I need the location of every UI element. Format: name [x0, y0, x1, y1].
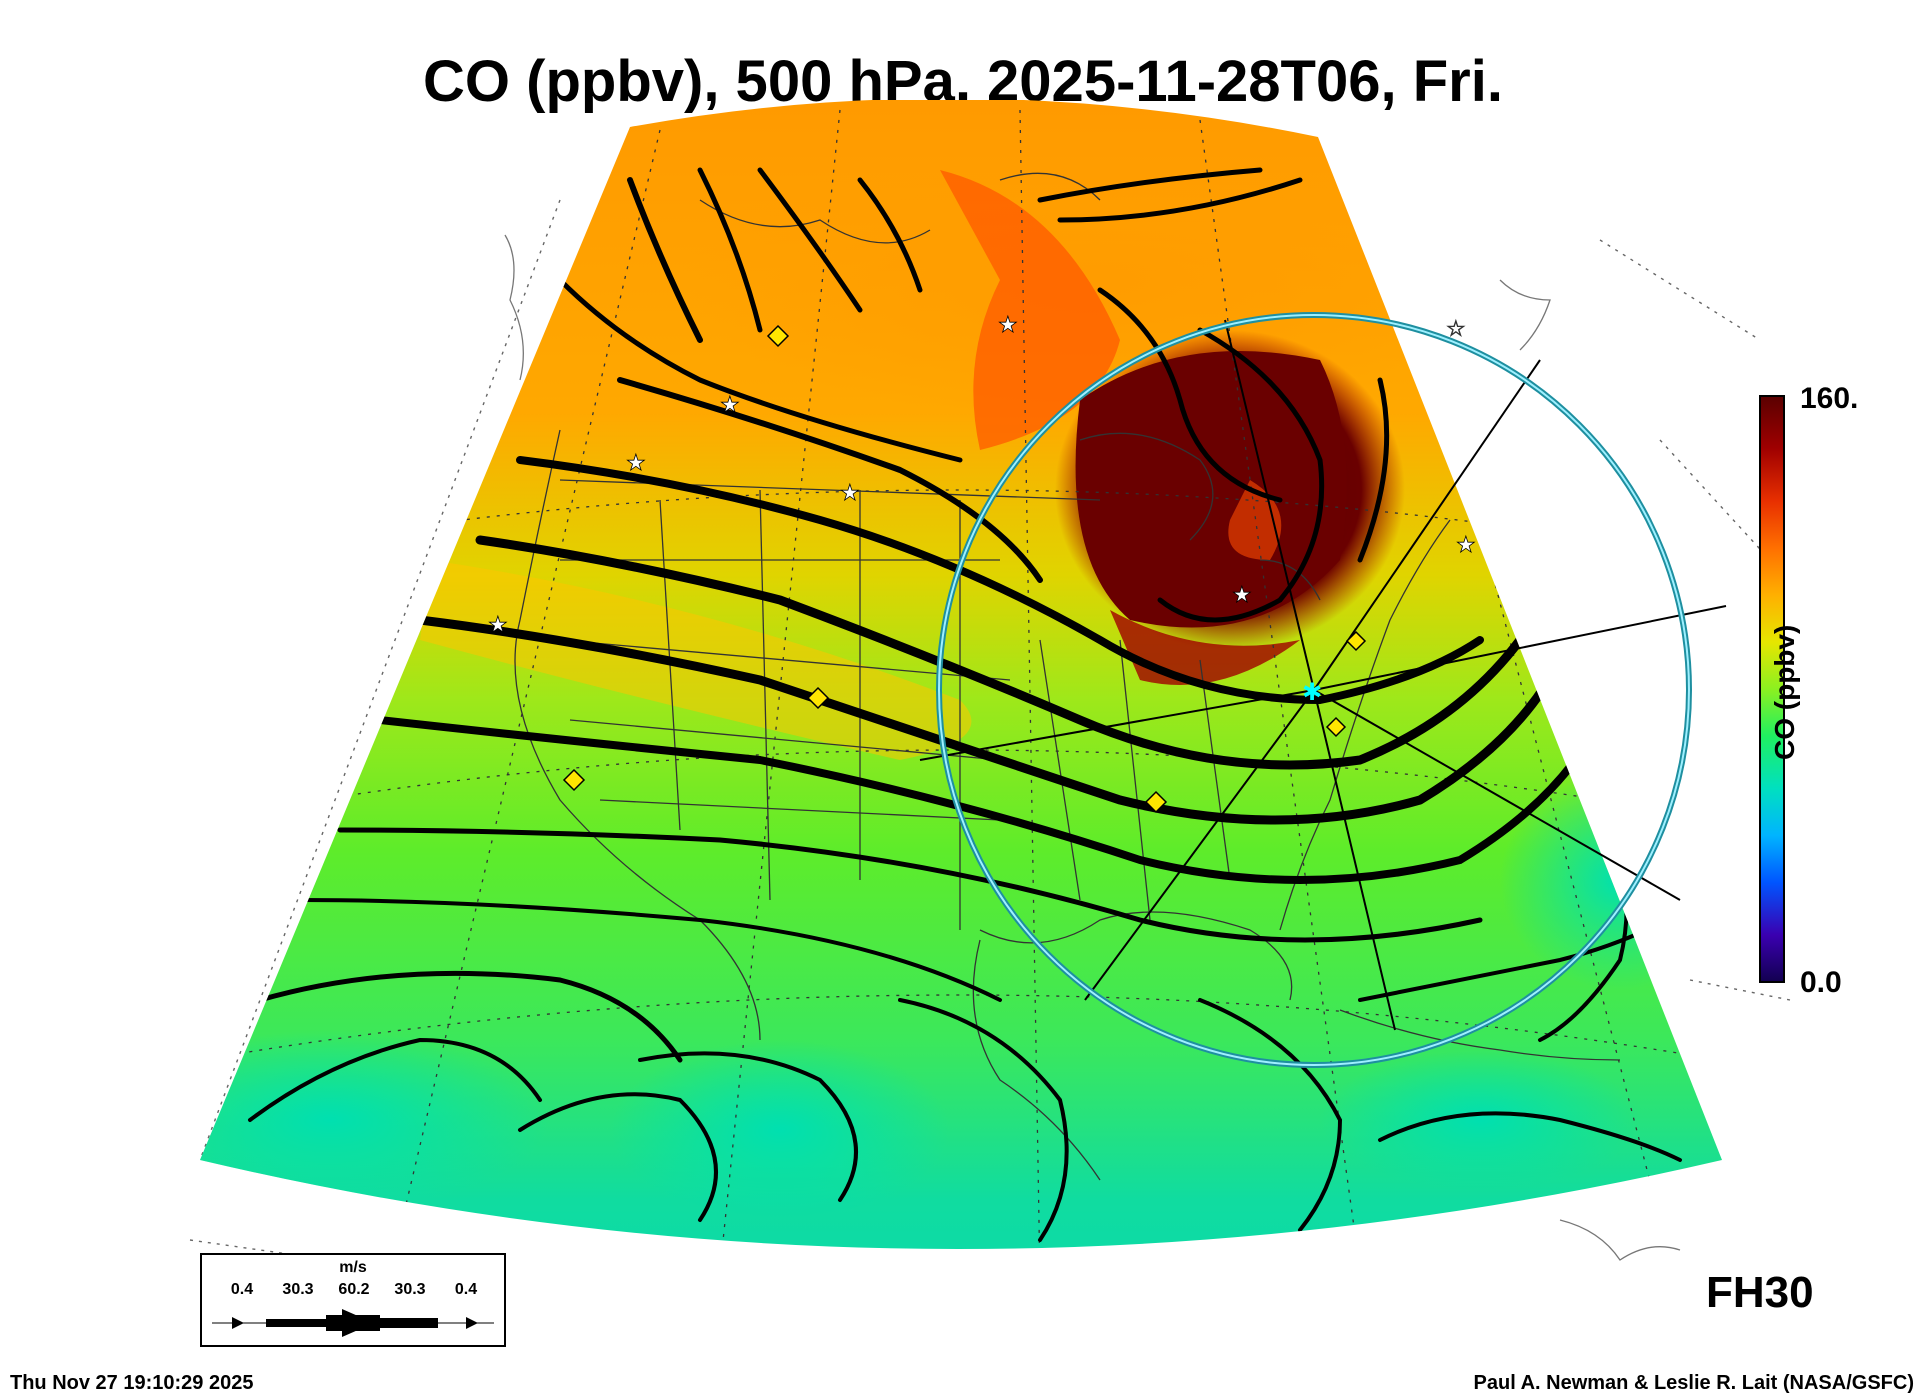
- colorbar: [1759, 395, 1785, 983]
- colorbar-label: CO (ppbv): [1769, 624, 1800, 760]
- svg-text:★: ★: [720, 393, 740, 418]
- svg-text:★: ★: [488, 613, 508, 638]
- svg-text:☆: ☆: [1446, 317, 1466, 342]
- svg-text:★: ★: [840, 481, 860, 506]
- center-marker-icon: ✱: [1302, 678, 1322, 706]
- legend-value: 0.4: [230, 1281, 254, 1298]
- wind-streamlines: [248, 167, 1702, 1242]
- svg-text:★: ★: [998, 313, 1018, 338]
- svg-text:★: ★: [1456, 533, 1476, 558]
- boundaries-outside: [504, 234, 1681, 1261]
- radial-lines: [919, 319, 1727, 1031]
- colorbar-min-label: 0.0: [1800, 966, 1842, 999]
- svg-text:★: ★: [626, 451, 646, 476]
- legend-arrow-scale: [212, 1309, 494, 1337]
- svg-text:★: ★: [1232, 583, 1252, 608]
- legend-value: 30.3: [394, 1281, 426, 1298]
- wind-speed-legend: m/s 0.4 30.3 60.2 30.3 0.4: [200, 1253, 506, 1347]
- diamond-markers: [562, 324, 1367, 814]
- timestamp: Thu Nov 27 19:10:29 2025: [10, 1372, 254, 1394]
- legend-value: 0.4: [454, 1281, 478, 1298]
- legend-value: 60.2: [338, 1281, 370, 1298]
- credit: Paul A. Newman & Leslie R. Lait (NASA/GS…: [1473, 1372, 1914, 1394]
- legend-value: 30.3: [282, 1281, 314, 1298]
- colorbar-max-label: 160.: [1800, 382, 1859, 415]
- forecast-hour-label: FH30: [1706, 1268, 1814, 1317]
- star-markers: ★ ★ ★ ★ ★ ★ ★ ☆: [488, 313, 1477, 639]
- legend-unit: m/s: [339, 1259, 367, 1276]
